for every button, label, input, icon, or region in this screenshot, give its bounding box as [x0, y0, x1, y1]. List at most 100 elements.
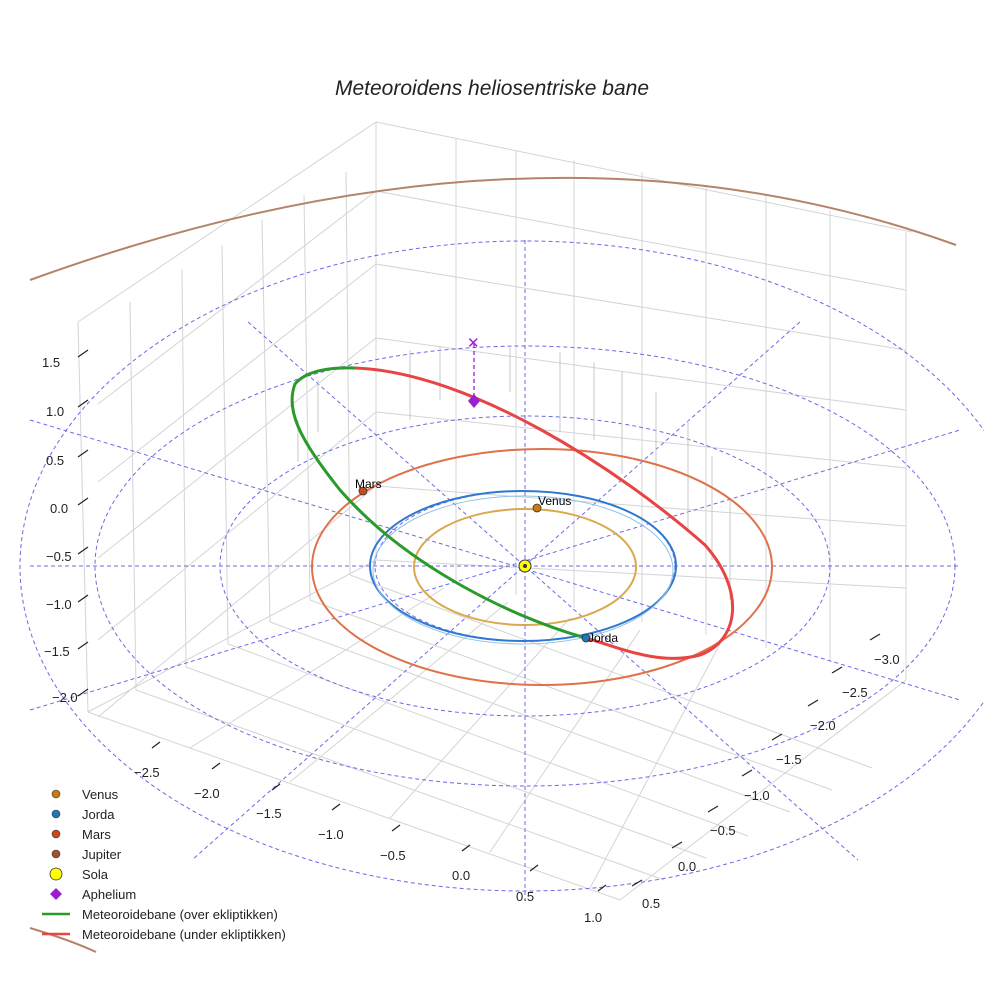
z-tick-mark [77, 449, 89, 458]
legend-marker-sun [49, 867, 63, 881]
legend-label-venus: Venus [82, 787, 119, 802]
y-tick-label: −3.0 [874, 652, 900, 667]
orbit-earth-shadow [372, 495, 674, 645]
x-tick-mark [271, 783, 281, 791]
x-tick-label: 1.0 [584, 910, 602, 925]
z-tick-mark [77, 497, 89, 506]
z-tick-mark [77, 546, 89, 555]
z-tick-mark [77, 688, 89, 697]
x-tick-label: −2.0 [194, 786, 220, 801]
venus-label: Venus [538, 494, 571, 508]
legend-label-mars: Mars [82, 827, 111, 842]
y-tick-label: −2.5 [842, 685, 868, 700]
z-tick-label: −1.0 [46, 597, 72, 612]
y-tick-label: −0.5 [710, 823, 736, 838]
orbit-mars [311, 448, 773, 686]
legend-label-aphelion: Aphelium [82, 887, 136, 902]
earth-label: Jorda [588, 631, 618, 645]
x-tick-mark [597, 884, 607, 892]
x-tick-mark [211, 762, 221, 770]
y-tick-mark [807, 699, 819, 707]
x-tick-label: −0.5 [380, 848, 406, 863]
legend-label-sun: Sola [82, 867, 109, 882]
axes [77, 349, 881, 892]
x-tick-mark [151, 741, 161, 749]
ecliptic-diagonal-1 [247, 321, 859, 861]
orbits [29, 176, 957, 953]
z-axis [77, 349, 89, 697]
pane-grid [77, 121, 913, 901]
y-tick-mark [741, 769, 753, 777]
legend-label-trajectory-below: Meteoroidebane (under ekliptikken) [82, 927, 286, 942]
x-tick-label: −2.5 [134, 765, 160, 780]
ecliptic-diagonal-2 [191, 321, 801, 861]
legend-marker-mars [51, 829, 61, 839]
orbit-jupiter [29, 176, 957, 281]
x-tick-mark [331, 803, 341, 811]
z-tick-mark [77, 641, 89, 650]
back-left-pane-grid [77, 121, 377, 718]
sun-core [523, 564, 527, 568]
y-tick-label: −1.0 [744, 788, 770, 803]
x-tick-label: −1.0 [318, 827, 344, 842]
aphelion-marker: ✕ [467, 335, 480, 408]
z-tick-label: 1.0 [46, 404, 64, 419]
legend-marker-earth [51, 809, 61, 819]
trajectory-drop-lines [297, 346, 731, 600]
mars-label: Mars [355, 477, 382, 491]
z-tick-mark [77, 594, 89, 603]
meteoroid-trajectory [290, 366, 735, 660]
y-tick-mark [671, 841, 683, 849]
orbit-jupiter-lower [29, 927, 97, 953]
trajectory-below-ecliptic [354, 366, 735, 660]
tick-labels: 1.5 1.0 0.5 0.0 −0.5 −1.0 −1.5 −2.0 −2.5… [42, 355, 900, 925]
legend-label-trajectory-above: Meteoroidebane (over ekliptikken) [82, 907, 278, 922]
chart-title: Meteoroidens heliosentriske bane [335, 77, 649, 100]
floor-pane-grid [87, 559, 907, 901]
y-tick-mark [771, 733, 783, 741]
legend-marker-jupiter [51, 849, 61, 859]
z-tick-label: 1.5 [42, 355, 60, 370]
z-tick-label: −1.5 [44, 644, 70, 659]
legend: Venus Jorda Mars Jupiter Sola Aphelium M… [42, 787, 286, 942]
orbit-earth [369, 490, 677, 642]
z-tick-label: 0.0 [50, 501, 68, 516]
back-right-pane-grid [375, 121, 913, 680]
y-tick-label: −2.0 [810, 718, 836, 733]
z-tick-label: −2.0 [52, 690, 78, 705]
x-tick-mark [461, 844, 471, 852]
y-tick-mark [631, 879, 643, 887]
y-tick-label: −1.5 [776, 752, 802, 767]
mars-point [358, 486, 368, 496]
z-tick-mark [77, 349, 89, 358]
z-tick-mark [77, 399, 89, 408]
x-tick-mark [391, 824, 401, 832]
x-tick-mark [529, 864, 539, 872]
x-tick-label: −1.5 [256, 806, 282, 821]
legend-label-earth: Jorda [82, 807, 115, 822]
legend-label-jupiter: Jupiter [82, 847, 122, 862]
y-tick-mark [831, 666, 843, 674]
z-tick-label: −0.5 [46, 549, 72, 564]
aphelion-diamond [468, 394, 480, 408]
trajectory-above-ecliptic [290, 366, 587, 640]
y-tick-label: 0.5 [642, 896, 660, 911]
y-tick-label: 0.0 [678, 859, 696, 874]
ecliptic-diagonal-4 [29, 429, 961, 711]
earth-point [581, 633, 591, 643]
z-tick-label: 0.5 [46, 453, 64, 468]
legend-marker-aphelion [50, 888, 62, 900]
aphelion-projection-x: ✕ [467, 335, 480, 352]
y-tick-mark [707, 805, 719, 813]
x-tick-label: 0.0 [452, 868, 470, 883]
x-tick-label: 0.5 [516, 889, 534, 904]
y-tick-mark [869, 633, 881, 641]
legend-marker-venus [51, 789, 61, 799]
x-axis [151, 741, 607, 892]
y-axis [631, 633, 881, 887]
orbit-venus [413, 508, 637, 626]
venus-point [532, 503, 542, 513]
planet-markers: Venus Jorda Mars [355, 477, 618, 645]
